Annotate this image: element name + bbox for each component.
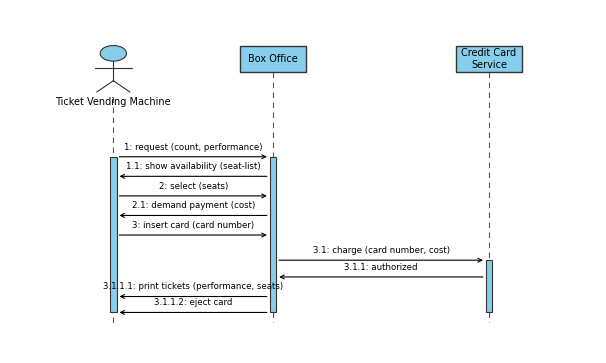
Text: 3.1.1: authorized: 3.1.1: authorized (344, 263, 418, 272)
Text: 3.1.1.1: print tickets (performance, seats): 3.1.1.1: print tickets (performance, sea… (103, 282, 283, 291)
Bar (110, 157, 116, 313)
Text: 3.1.1.2: eject card: 3.1.1.2: eject card (154, 298, 232, 307)
Bar (240, 46, 306, 72)
Bar (456, 46, 522, 72)
Text: 2.1: demand payment (cost): 2.1: demand payment (cost) (132, 201, 255, 211)
Circle shape (100, 45, 127, 61)
Bar (270, 157, 276, 313)
Text: 1.1: show availability (seat-list): 1.1: show availability (seat-list) (126, 162, 261, 171)
Text: 3.1: charge (card number, cost): 3.1: charge (card number, cost) (313, 246, 450, 255)
Bar (486, 260, 492, 313)
Text: 2: select (seats): 2: select (seats) (159, 182, 228, 191)
Text: Ticket Vending Machine: Ticket Vending Machine (56, 97, 171, 107)
Text: Credit Card
Service: Credit Card Service (462, 48, 516, 70)
Text: Box Office: Box Office (248, 54, 298, 64)
Text: 3: insert card (card number): 3: insert card (card number) (132, 221, 255, 230)
Text: 1: request (count, performance): 1: request (count, performance) (124, 143, 262, 152)
